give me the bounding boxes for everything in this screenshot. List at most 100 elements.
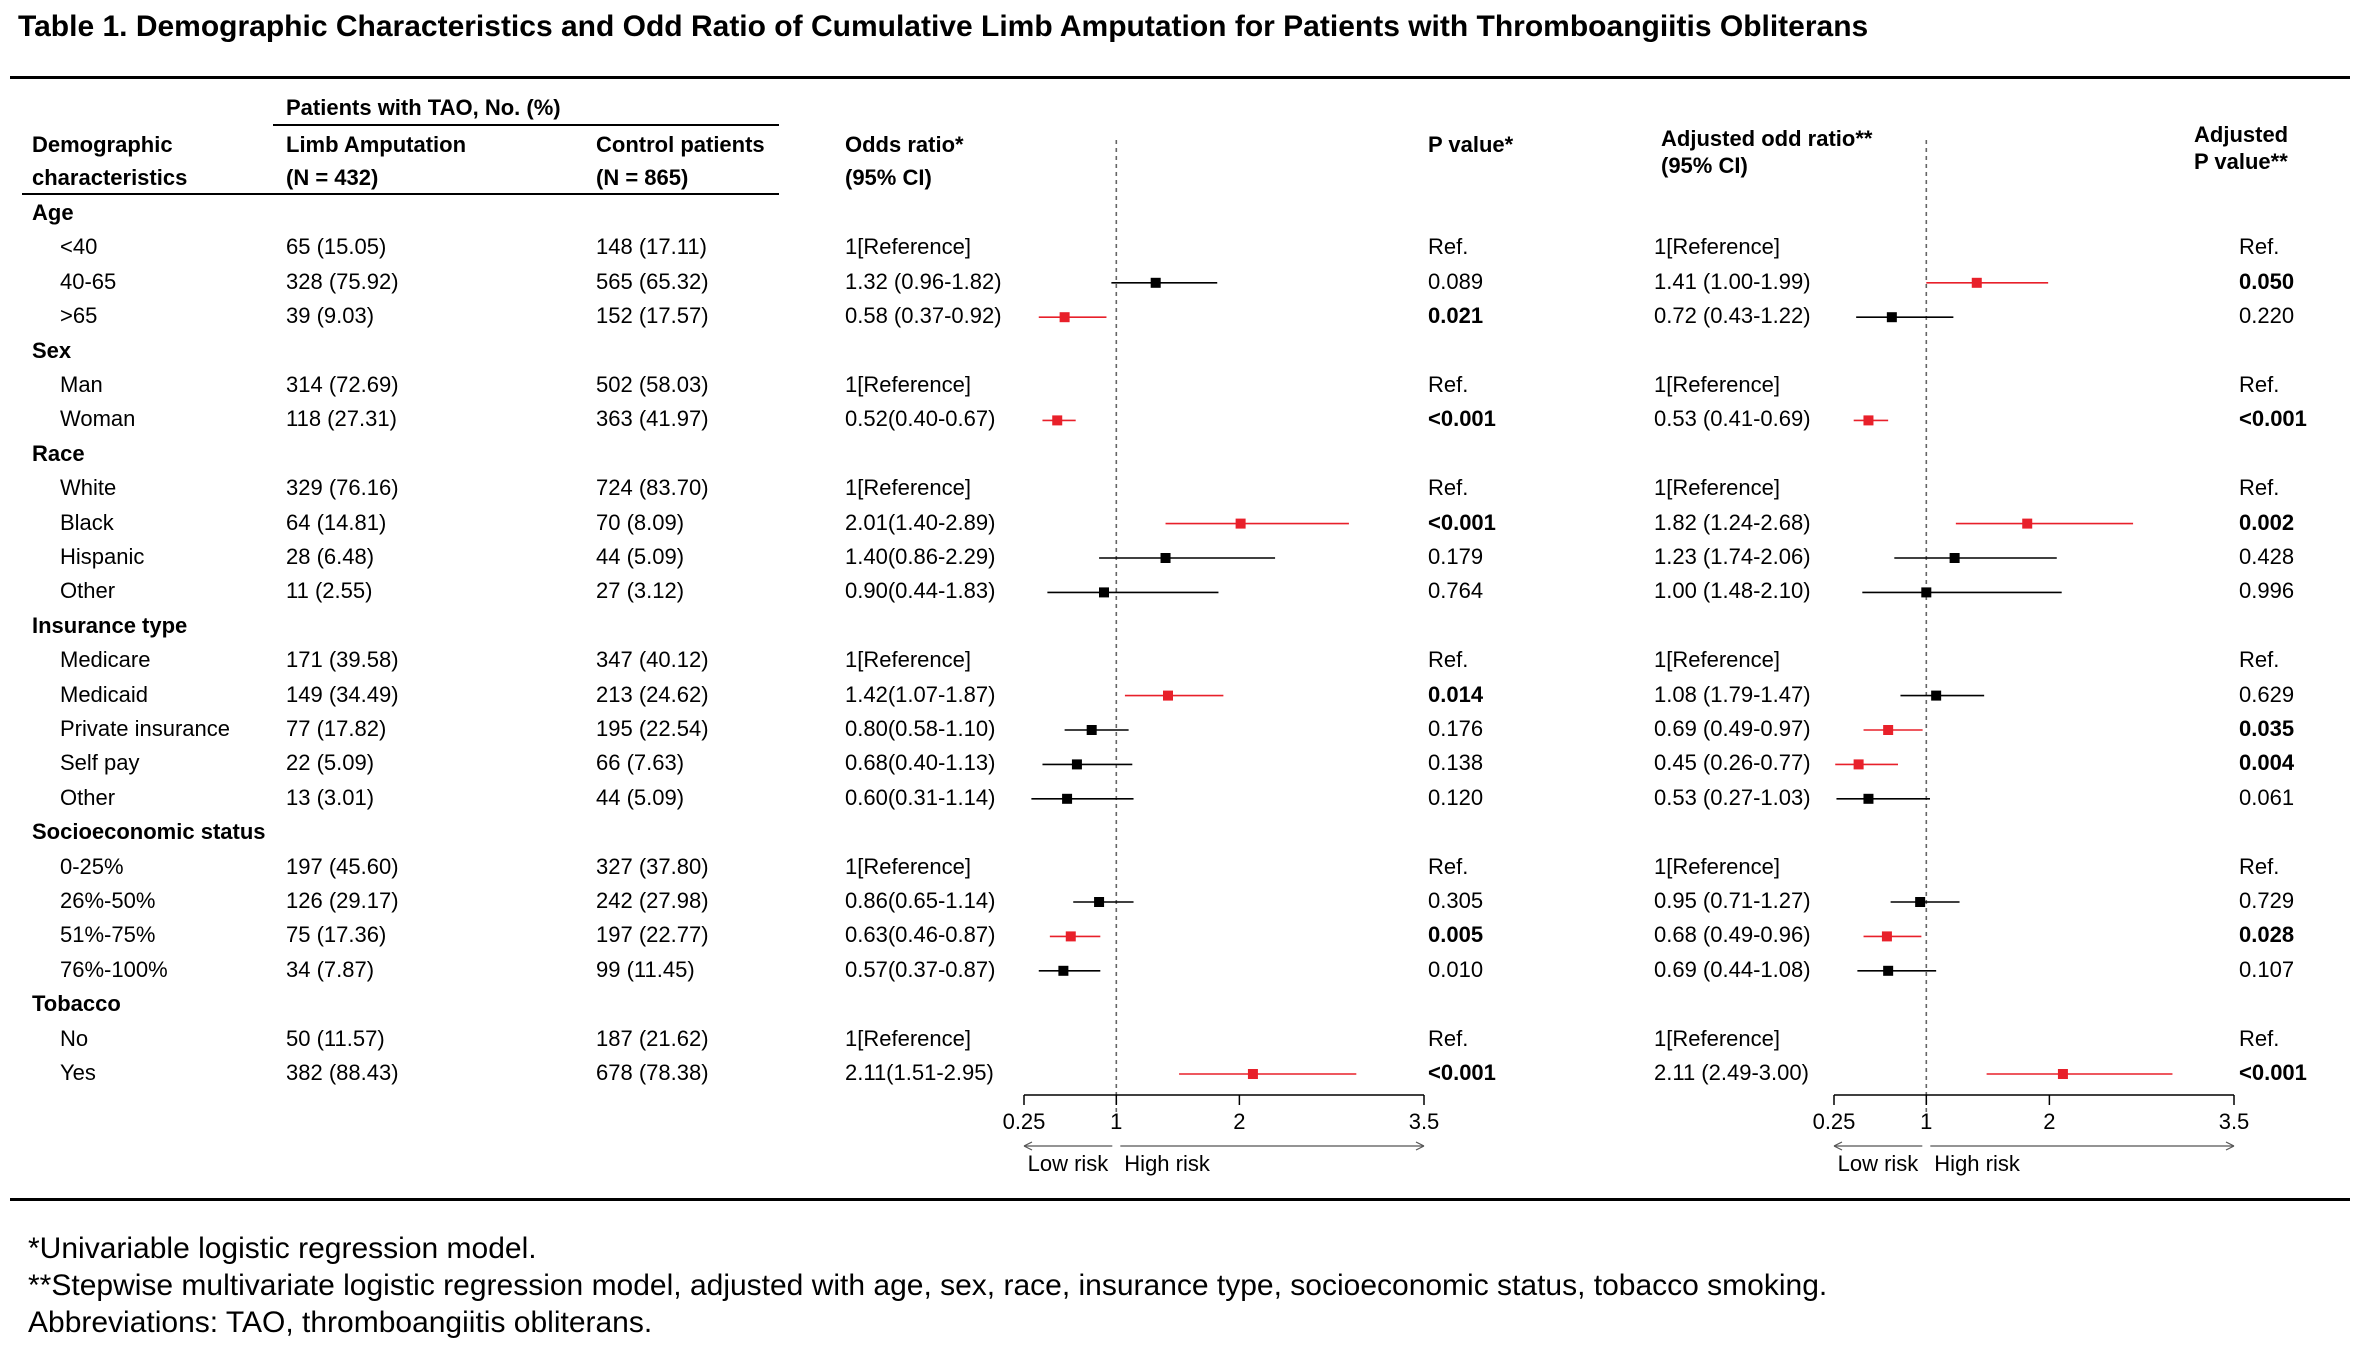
control-value: 44 (5.09)	[596, 544, 685, 569]
odds-ratio-value: 0.80(0.58-1.10)	[845, 716, 996, 741]
control-value: 152 (17.57)	[596, 303, 709, 329]
adjusted-odds-ratio-value: 0.69 (0.49-0.97)	[1654, 716, 1811, 741]
control-value: 363 (41.97)	[596, 406, 709, 432]
amputation-value: 22 (5.09)	[286, 750, 375, 776]
adjusted-odds-ratio-value: 1[Reference]	[1654, 234, 1780, 260]
amputation-value: 382 (88.43)	[286, 1060, 399, 1085]
adjusted-p-value: 0.996	[2239, 578, 2295, 604]
adjusted-p-value: 0.002	[2239, 509, 2295, 535]
row-label: Hispanic	[60, 544, 145, 569]
p-value: Ref.	[1428, 372, 1469, 397]
row-label: Woman	[60, 406, 136, 432]
bottom-rule	[10, 1198, 2350, 1201]
odds-ratio-value: 0.58 (0.37-0.92)	[845, 303, 1002, 329]
p-value: Ref.	[1428, 853, 1469, 879]
odds-ratio-value: 1[Reference]	[845, 647, 971, 673]
p-value: 0.014	[1428, 681, 1484, 707]
point-estimate	[1863, 793, 1874, 804]
adjusted-odds-ratio-value: 0.69 (0.44-1.08)	[1654, 956, 1811, 982]
amputation-value: 329 (76.16)	[286, 475, 399, 501]
group-label: Sex	[32, 337, 72, 363]
amputation-value: 126 (29.17)	[286, 888, 399, 913]
group-label: Insurance type	[32, 612, 188, 638]
point-estimate	[1931, 690, 1942, 701]
adjusted-odds-ratio-value: 1.08 (1.79-1.47)	[1654, 681, 1811, 707]
control-value: 187 (21.62)	[596, 1025, 709, 1051]
header-or-line2: (95% CI)	[845, 165, 932, 190]
row-label: Medicare	[60, 647, 151, 673]
adjusted-odds-ratio-value: 1[Reference]	[1654, 372, 1780, 397]
point-estimate	[1071, 759, 1082, 770]
group-label: Socioeconomic status	[32, 819, 266, 845]
control-value: 327 (37.80)	[596, 853, 709, 879]
adjusted-p-value: Ref.	[2239, 1025, 2280, 1051]
forest-plot-aor: 0.25 1 2 3.5 Low risk High risk	[1813, 140, 2249, 1176]
p-value: <0.001	[1428, 509, 1496, 535]
adjusted-p-value: Ref.	[2239, 234, 2280, 260]
header-or-line1: Odds ratio*	[845, 132, 964, 157]
odds-ratio-value: 0.60(0.31-1.14)	[845, 784, 996, 810]
adjusted-p-value: 0.061	[2239, 784, 2295, 810]
header-aor-line2: (95% CI)	[1661, 153, 1748, 178]
row-label: Other	[60, 784, 116, 810]
adjusted-odds-ratio-value: 1.23 (1.74-2.06)	[1654, 544, 1811, 569]
footnote-abbreviations: Abbreviations: TAO, thromboangiitis obli…	[28, 1306, 653, 1339]
odds-ratio-value: 1[Reference]	[845, 372, 971, 397]
row-label: 0-25%	[60, 853, 124, 879]
point-estimate	[1971, 277, 1982, 288]
group-header-rule	[273, 124, 779, 126]
point-estimate	[1065, 931, 1076, 942]
adjusted-odds-ratio-value: 1[Reference]	[1654, 853, 1780, 879]
odds-ratio-value: 0.86(0.65-1.14)	[845, 888, 996, 913]
adjusted-odds-ratio-value: 0.53 (0.41-0.69)	[1654, 406, 1811, 432]
x-tick-label: 2	[2043, 1109, 2055, 1134]
p-value: 0.764	[1428, 578, 1484, 604]
low-risk-arrowhead	[1833, 1141, 1843, 1151]
odds-ratio-value: 0.68(0.40-1.13)	[845, 750, 996, 776]
odds-ratio-value: 1[Reference]	[845, 234, 971, 260]
control-value: 44 (5.09)	[596, 784, 685, 810]
amputation-value: 64 (14.81)	[286, 509, 387, 535]
header-control-line1: Control patients	[596, 132, 765, 157]
adjusted-p-value: <0.001	[2239, 1060, 2307, 1085]
amputation-value: 11 (2.55)	[286, 578, 373, 604]
adjusted-odds-ratio-value: 0.45 (0.26-0.77)	[1654, 750, 1811, 776]
row-label: Other	[60, 578, 116, 604]
x-tick-label: 2	[1233, 1109, 1245, 1134]
control-value: 148 (17.11)	[596, 234, 707, 260]
p-value: Ref.	[1428, 234, 1469, 260]
point-estimate	[1921, 587, 1932, 598]
row-label: Medicaid	[60, 681, 149, 707]
control-value: 678 (78.38)	[596, 1060, 709, 1085]
odds-ratio-value: 0.90(0.44-1.83)	[845, 578, 996, 604]
header-aor-line1: Adjusted odd ratio**	[1661, 126, 1873, 151]
point-estimate	[1949, 553, 1960, 563]
odds-ratio-value: 1.40(0.86-2.29)	[845, 544, 996, 569]
adjusted-p-value: 0.107	[2239, 956, 2295, 982]
amputation-value: 171 (39.58)	[286, 647, 399, 673]
row-label: 51%-75%	[60, 922, 156, 948]
p-value: Ref.	[1428, 647, 1469, 673]
point-estimate	[1160, 553, 1171, 563]
adjusted-odds-ratio-value: 0.95 (0.71-1.27)	[1654, 888, 1811, 913]
point-estimate	[1883, 965, 1894, 976]
row-label: White	[60, 475, 117, 501]
odds-ratio-value: 2.01(1.40-2.89)	[845, 509, 996, 535]
adjusted-odds-ratio-value: 0.68 (0.49-0.96)	[1654, 922, 1811, 948]
amputation-value: 28 (6.48)	[286, 544, 375, 569]
group-header-label: Patients with TAO, No. (%)	[286, 95, 561, 120]
amputation-value: 118 (27.31)	[286, 406, 397, 432]
p-value: 0.176	[1428, 716, 1484, 741]
amputation-value: 77 (17.82)	[286, 716, 387, 741]
row-label: <40	[60, 234, 98, 260]
row-label: Man	[60, 372, 103, 397]
row-label: >65	[60, 303, 98, 329]
amputation-value: 197 (45.60)	[286, 853, 399, 879]
adjusted-p-value: Ref.	[2239, 372, 2280, 397]
amputation-value: 39 (9.03)	[286, 303, 375, 329]
p-value: <0.001	[1428, 406, 1496, 432]
point-estimate	[1886, 312, 1897, 323]
odds-ratio-value: 1[Reference]	[845, 475, 971, 501]
amputation-value: 13 (3.01)	[286, 784, 375, 810]
forest-plot-or: 0.25 1 2 3.5 Low risk High risk	[1003, 140, 1439, 1176]
